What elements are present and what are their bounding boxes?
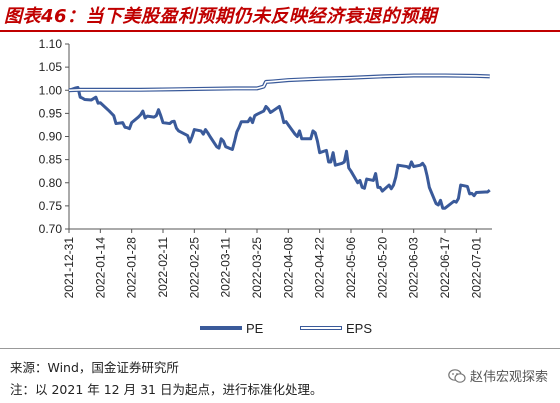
legend-label-pe: PE bbox=[246, 320, 264, 336]
y-tick-label: 0.85 bbox=[39, 153, 63, 167]
y-tick-label: 0.90 bbox=[39, 130, 63, 144]
watermark: 赵伟宏观探索 bbox=[448, 366, 548, 385]
series-line-pe bbox=[68, 85, 491, 210]
x-tick-label: 2022-04-22 bbox=[313, 237, 327, 299]
series-line-eps bbox=[68, 73, 490, 93]
x-tick-label: 2021-12-31 bbox=[62, 237, 76, 299]
y-tick-label: 0.95 bbox=[39, 106, 63, 120]
source-text: 来源：Wind，国金证券研究所 bbox=[10, 360, 179, 375]
x-axis: 2021-12-31 2022-01-14 2022-01-28 2022-02-11… bbox=[62, 228, 492, 299]
y-tick-label: 0.75 bbox=[39, 199, 63, 213]
x-tick-label: 2022-07-01 bbox=[469, 237, 483, 299]
y-tick-label: 1.00 bbox=[39, 83, 63, 97]
x-tick-label: 2022-02-11 bbox=[156, 237, 170, 298]
x-tick-label: 2022-03-11 bbox=[219, 237, 233, 298]
y-tick-label: 1.05 bbox=[39, 60, 63, 74]
x-tick-label: 2022-04-08 bbox=[281, 237, 295, 299]
legend-item-pe: PE bbox=[200, 316, 263, 340]
source-divider bbox=[0, 348, 560, 349]
x-tick-label: 2022-01-28 bbox=[125, 237, 139, 299]
x-tick-label: 2022-05-20 bbox=[375, 237, 389, 299]
legend-label-eps: EPS bbox=[346, 320, 373, 336]
x-tick-label: 2022-05-06 bbox=[344, 237, 358, 299]
x-tick-label: 2022-02-25 bbox=[187, 237, 201, 299]
legend: PE EPS bbox=[0, 316, 560, 340]
legend-item-eps: EPS bbox=[300, 316, 372, 340]
y-axis: 0.70 0.75 0.80 0.85 0.90 0.95 1.00 1.05 1.10 bbox=[39, 37, 70, 236]
x-tick-label: 2022-06-17 bbox=[438, 237, 452, 299]
watermark-text: 赵伟宏观探索 bbox=[469, 370, 548, 385]
y-tick-label: 0.80 bbox=[39, 176, 63, 190]
legend-swatch-eps bbox=[300, 326, 342, 330]
line-chart: 0.70 0.75 0.80 0.85 0.90 0.95 1.00 1.05 1.10 202… bbox=[39, 37, 492, 299]
wechat-icon bbox=[448, 368, 466, 383]
x-tick-label: 2022-06-03 bbox=[407, 237, 421, 299]
x-tick-label: 2022-01-14 bbox=[93, 237, 107, 299]
legend-swatch-pe bbox=[200, 326, 242, 330]
series-line-eps-inner bbox=[68, 74, 490, 92]
x-tick-label: 2022-03-25 bbox=[250, 237, 264, 299]
title-underline bbox=[0, 30, 560, 32]
footnote-text: 注：以 2021 年 12 月 31 日为起点，进行标准化处理。 bbox=[10, 382, 323, 397]
chart-title: 图表46：当下美股盈利预期仍未反映经济衰退的预期 bbox=[4, 6, 438, 27]
series-layer bbox=[68, 73, 491, 210]
title-bar: 图表46：当下美股盈利预期仍未反映经济衰退的预期 bbox=[0, 0, 560, 32]
y-tick-label: 0.70 bbox=[39, 222, 63, 236]
y-tick-label: 1.10 bbox=[39, 37, 63, 51]
